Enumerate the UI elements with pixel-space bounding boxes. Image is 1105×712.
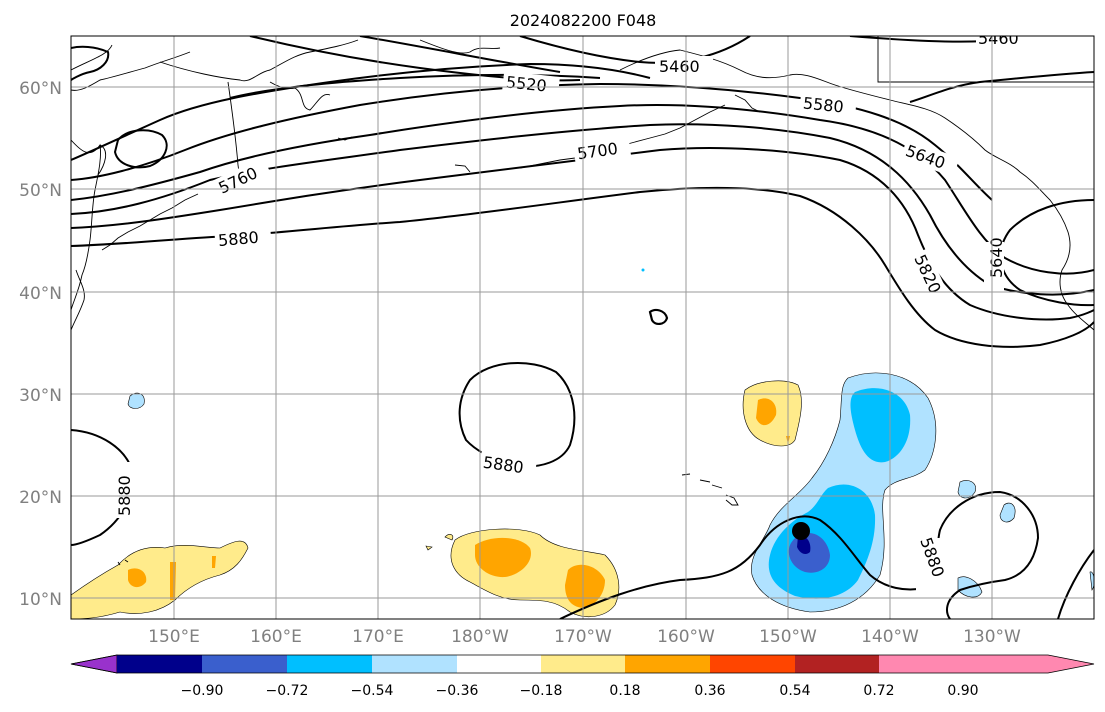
lat-tick-40: 40°N	[19, 284, 62, 304]
contour-label-5880-north: 5880	[217, 228, 259, 250]
cb-tick: 0.54	[779, 683, 810, 699]
lon-tick-170e: 170°E	[352, 627, 404, 647]
colorbar-bin	[372, 655, 457, 673]
storm-center-marker	[792, 522, 810, 540]
colorbar-bin	[457, 655, 541, 673]
lon-tick-170w: 170°W	[554, 627, 612, 647]
lat-tick-60: 60°N	[19, 79, 62, 99]
cb-tick: −0.90	[181, 683, 224, 699]
colorbar-extend-low	[70, 654, 118, 674]
colorbar-bin	[287, 655, 372, 673]
positive-anomaly-region-west	[71, 540, 249, 619]
contour-label-5460-top: 5460	[978, 29, 1019, 48]
cb-tick: 0.18	[609, 683, 640, 699]
cb-tick: 0.36	[694, 683, 725, 699]
lon-tick-160e: 160°E	[250, 627, 302, 647]
colorbar-bin	[202, 655, 287, 673]
lat-tick-10: 10°N	[19, 590, 62, 610]
contour-label-5460: 5460	[659, 57, 700, 76]
contour-5880-high	[458, 362, 576, 468]
colorbar-extend-high	[963, 655, 1094, 673]
colorbar-bin	[625, 655, 710, 673]
plot-frame	[70, 35, 1095, 620]
negative-anomaly-mid-region	[850, 388, 911, 463]
colorbar-bin	[795, 655, 879, 673]
colorbar-bin	[710, 655, 795, 673]
lon-tick-130w: 130°W	[963, 627, 1021, 647]
contour-label-5520: 5520	[505, 72, 547, 95]
colorbar-bin	[541, 655, 625, 673]
lon-tick-180w: 180°W	[451, 627, 509, 647]
cb-tick: 0.90	[947, 683, 978, 699]
contour-label-5580: 5580	[802, 93, 844, 116]
colorbar-ticks: −0.90 −0.72 −0.54 −0.36 −0.18 0.18 0.36 …	[181, 683, 979, 699]
plot-area: 5460 5460 5520 5580 5640 5640 5700 5760 …	[71, 29, 1094, 619]
lat-tick-20: 20°N	[19, 488, 62, 508]
lon-tick-150w: 150°W	[759, 627, 817, 647]
colorbar-bin	[117, 655, 202, 673]
gridlines	[71, 36, 1094, 619]
cb-tick: −0.54	[351, 683, 394, 699]
lon-tick-160w: 160°W	[657, 627, 715, 647]
plot-title: 2024082200 F048	[510, 11, 657, 30]
lat-tick-50: 50°N	[19, 181, 62, 201]
cb-tick: 0.72	[863, 683, 894, 699]
contour-labels: 5460 5460 5520 5580 5640 5640 5700 5760 …	[114, 29, 1026, 594]
colorbar: −0.90 −0.72 −0.54 −0.36 −0.18 0.18 0.36 …	[70, 654, 1095, 699]
lat-tick-30: 30°N	[19, 386, 62, 406]
cb-tick: −0.36	[436, 683, 479, 699]
cb-tick: −0.18	[520, 683, 563, 699]
contour-label-5640-east: 5640	[987, 237, 1006, 278]
contour-5820	[71, 147, 1094, 321]
longitude-ticks: 150°E 160°E 170°E 180°W 170°W 160°W 150°…	[148, 627, 1021, 647]
lon-tick-140w: 140°W	[861, 627, 919, 647]
negative-anomaly-max-region	[797, 535, 811, 555]
latitude-ticks: 60°N 50°N 40°N 30°N 20°N 10°N	[19, 79, 62, 610]
cb-tick: −0.72	[266, 683, 309, 699]
colorbar-bin	[879, 655, 963, 673]
lon-tick-150e: 150°E	[148, 627, 200, 647]
